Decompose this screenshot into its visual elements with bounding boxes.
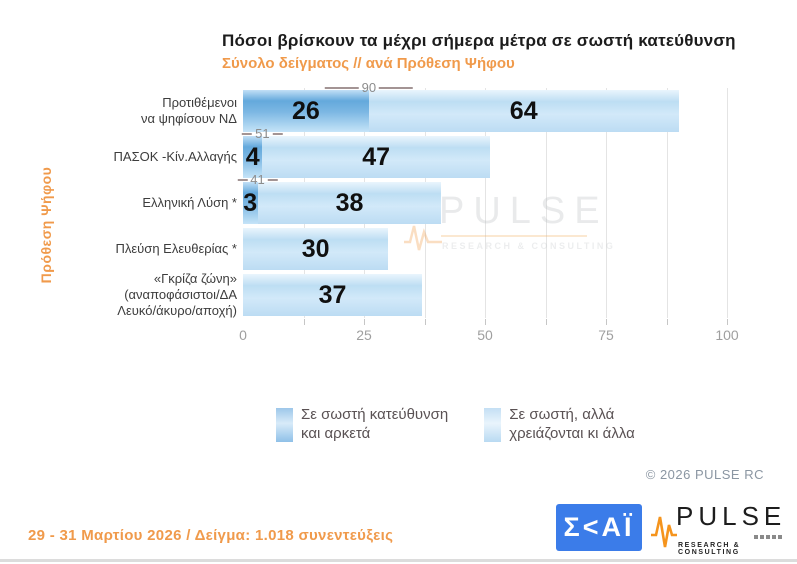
chart-header: Πόσοι βρίσκουν τα μέχρι σήμερα μέτρα σε … bbox=[222, 31, 736, 72]
category-label-line: ΠΑΣΟΚ -Κίν.Αλλαγής bbox=[113, 149, 237, 165]
legend-label-line: Σε σωστή, αλλά bbox=[509, 406, 615, 423]
bar-row: 3 38 41 bbox=[237, 172, 727, 224]
axis-tick bbox=[606, 319, 607, 325]
value-label: 4 bbox=[245, 142, 260, 171]
footer-note: 29 - 31 Μαρτίου 2026 / Δείγμα: 1.018 συν… bbox=[28, 527, 394, 544]
bar-row: 37 bbox=[243, 274, 727, 316]
copyright: © 2026 PULSE RC bbox=[645, 467, 764, 482]
value-label: 47 bbox=[362, 142, 390, 171]
legend-label: Σε σωστή κατεύθυνση και αρκετά bbox=[301, 406, 448, 444]
category-label-line: Προτιθέμενοι bbox=[162, 95, 237, 111]
x-tick-label: 0 bbox=[239, 327, 247, 343]
category-label-line: (αναποφάσιστοι/ΔΑ bbox=[124, 287, 237, 303]
axis-tick bbox=[545, 319, 547, 325]
pulse-heartbeat-icon bbox=[651, 516, 677, 548]
category-label: Πλεύση Ελευθερίας * bbox=[55, 226, 238, 272]
chart-title: Πόσοι βρίσκουν τα μέχρι σήμερα μέτρα σε … bbox=[222, 31, 736, 50]
bar-row: 4 47 51 bbox=[242, 126, 727, 178]
value-label: 3 bbox=[243, 188, 258, 217]
bar-segment-dark: 3 bbox=[243, 182, 258, 224]
chart-subtitle: Σύνολο δείγματος // ανά Πρόθεση Ψήφου bbox=[222, 55, 515, 72]
total-dash bbox=[242, 132, 253, 135]
legend: Σε σωστή κατεύθυνση και αρκετά Σε σωστή, α… bbox=[276, 406, 635, 444]
gridline bbox=[545, 88, 547, 318]
gridline bbox=[485, 88, 486, 318]
value-label: 64 bbox=[509, 96, 538, 125]
legend-swatch-dark bbox=[276, 408, 293, 442]
gridline bbox=[606, 88, 607, 318]
legend-label-line: χρειάζονται κι άλλα bbox=[509, 424, 635, 442]
category-label: Προτιθέμενοι να ψηφίσουν ΝΔ bbox=[55, 88, 237, 134]
total-label: 41 bbox=[234, 172, 280, 187]
x-tick-label: 100 bbox=[715, 327, 739, 343]
bar-segment-light: 37 bbox=[243, 274, 423, 316]
total-label: 51 bbox=[239, 126, 285, 141]
value-label: 26 bbox=[292, 96, 320, 125]
total-value: 51 bbox=[255, 126, 270, 141]
skai-logo-text: Σ<ΑΪ bbox=[563, 512, 635, 542]
pulse-logo: PULSE RESEARCH & CONSULTING bbox=[650, 499, 792, 557]
value-label: 30 bbox=[301, 234, 330, 263]
x-tick-label: 75 bbox=[598, 327, 614, 343]
axis-tick bbox=[666, 319, 668, 325]
category-labels: Προτιθέμενοι να ψηφίσουν ΝΔ ΠΑΣΟΚ -Κίν.Αλλ… bbox=[55, 88, 237, 318]
total-dash bbox=[272, 132, 283, 135]
axis-tick bbox=[303, 319, 305, 325]
category-label-line: Λευκό/άκυρο/αποχή) bbox=[117, 302, 237, 318]
total-label: 90 bbox=[322, 80, 416, 95]
bottom-divider bbox=[0, 559, 797, 562]
skai-logo: Σ<ΑΪ bbox=[556, 504, 642, 551]
total-dash bbox=[237, 178, 248, 181]
legend-item: Σε σωστή κατεύθυνση και αρκετά bbox=[276, 406, 448, 444]
axis-tick bbox=[727, 319, 728, 325]
total-value: 41 bbox=[250, 172, 265, 187]
legend-label: Σε σωστή, αλλά χρειάζονται κι άλλα bbox=[509, 406, 635, 444]
axis-tick bbox=[485, 319, 486, 325]
bar-segment-dark: 4 bbox=[243, 136, 263, 178]
axis-tick bbox=[424, 319, 426, 325]
total-dash bbox=[267, 178, 278, 181]
category-label: «Γκρίζα ζώνη» (αναποφάσιστοι/ΔΑ Λευκό/άκυρ… bbox=[55, 271, 237, 318]
x-tick-label: 50 bbox=[477, 327, 493, 343]
x-axis: 0 25 50 75 100 bbox=[239, 318, 739, 348]
bar-segment-light: 30 bbox=[243, 228, 389, 270]
bar-segment-dark: 26 bbox=[243, 90, 369, 132]
axis-tick bbox=[364, 319, 365, 325]
category-label-line: Ελληνική Λύση * bbox=[142, 195, 237, 211]
pulse-logo-blocks bbox=[754, 535, 784, 539]
x-tick-label: 25 bbox=[356, 327, 372, 343]
pulse-logo-name: PULSE bbox=[676, 501, 787, 531]
category-label-line: «Γκρίζα ζώνη» bbox=[153, 271, 237, 287]
total-dash bbox=[324, 86, 359, 89]
bar-row: 30 bbox=[243, 228, 727, 270]
gridline bbox=[666, 88, 668, 318]
category-label: ΠΑΣΟΚ -Κίν.Αλλαγής bbox=[55, 134, 237, 180]
bar-segment-light: 47 bbox=[262, 136, 490, 178]
bar-segment-light: 64 bbox=[368, 90, 679, 132]
category-label: Ελληνική Λύση * bbox=[55, 180, 237, 226]
bar-chart-plot: PULSE RESEARCH & CONSULTING 26 64 90 4 47 51 3… bbox=[237, 80, 728, 318]
gridline bbox=[727, 88, 728, 318]
legend-label-line: Σε σωστή κατεύθυνση bbox=[301, 406, 449, 423]
bar-row: 26 64 90 bbox=[243, 80, 727, 132]
legend-swatch-light bbox=[484, 408, 502, 442]
pulse-logo-tagline: RESEARCH & CONSULTING bbox=[678, 542, 741, 556]
category-label-line: να ψηφίσουν ΝΔ bbox=[141, 111, 237, 126]
legend-item: Σε σωστή, αλλά χρειάζονται κι άλλα bbox=[484, 406, 635, 444]
legend-label-line: και αρκετά bbox=[301, 424, 371, 442]
value-label: 37 bbox=[318, 280, 347, 309]
total-dash bbox=[379, 86, 414, 89]
value-label: 38 bbox=[335, 188, 364, 217]
category-label-line: Πλεύση Ελευθερίας * bbox=[115, 241, 238, 257]
total-value: 90 bbox=[361, 80, 377, 95]
bar-segment-light: 38 bbox=[257, 182, 442, 224]
